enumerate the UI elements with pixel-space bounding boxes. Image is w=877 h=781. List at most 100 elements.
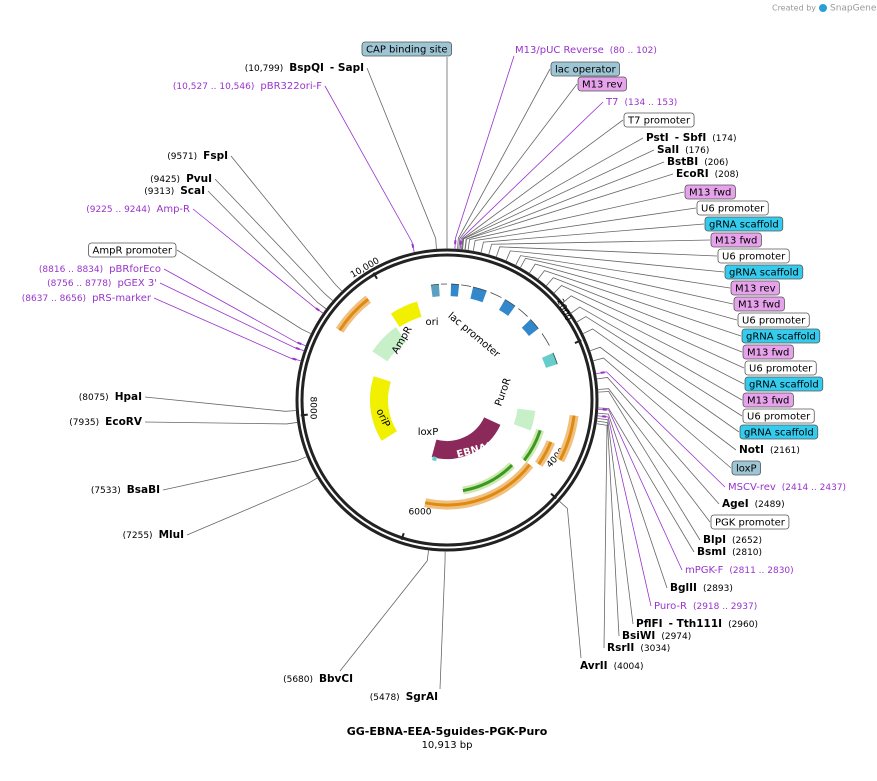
feature-name: loxP: [736, 464, 757, 475]
plasmid-name: GG-EBNA-EEA-5guides-PGK-Puro: [347, 725, 548, 738]
feature-arc: [541, 352, 558, 368]
feature-box: [741, 328, 821, 344]
feature-tag: gRNA scaffold: [741, 328, 821, 344]
feature-name: M13 fwd: [747, 396, 789, 407]
label-name: HpaI: [115, 391, 142, 403]
leader-line: [596, 420, 620, 637]
primer-tick: [600, 371, 605, 374]
feature-label: loxP: [418, 427, 439, 438]
feature-name: gRNA scaffold: [709, 220, 779, 231]
feature-tag: U6 promoter: [737, 312, 810, 328]
feature-box: [696, 200, 769, 216]
feature-arc: [462, 463, 514, 493]
leader-line: [488, 239, 711, 255]
feature-tag: M13 rev: [577, 76, 627, 92]
label-name: Amp-R: [157, 204, 191, 215]
feature-box: [704, 216, 784, 232]
feature-name: gRNA scaffold: [744, 428, 814, 439]
leader-line: [153, 297, 302, 362]
leader-line: [454, 55, 515, 250]
brand: SnapGene: [830, 4, 877, 14]
leader-line: [207, 190, 327, 310]
feature-outline: [541, 333, 550, 346]
label-name: MluI: [159, 529, 184, 541]
feature-tag: M13 fwd: [742, 392, 794, 408]
feature-tag: gRNA scaffold: [739, 424, 819, 440]
feature-arc: [513, 408, 536, 431]
feature-name: M13 rev: [582, 80, 623, 91]
label-position: (9225 .. 9244): [86, 205, 150, 215]
label-name: PstI: [646, 132, 669, 144]
label-name: AvrII: [580, 660, 608, 672]
label-position: (8637 .. 8656): [22, 294, 86, 304]
label-position: (2810): [732, 548, 762, 558]
enzyme-label: RsrII (3034): [607, 642, 670, 654]
feature-arc: [450, 284, 460, 297]
enzyme-label: (7533) BsaBI: [91, 484, 160, 496]
label-position: (7255): [123, 531, 153, 541]
plasmid-length: 10,913 bp: [422, 740, 473, 751]
primer-label: M13/pUC Reverse (80 .. 102): [515, 45, 657, 56]
credit: Created by: [772, 4, 816, 13]
enzyme-label: (7935) EcoRV: [69, 416, 143, 428]
label-name: EcoRV: [105, 416, 143, 428]
ruler-tick: [550, 492, 557, 500]
primer-tick: [411, 243, 415, 248]
feature-arc: [510, 308, 528, 326]
feature-outline: [430, 283, 439, 286]
enzyme-label: (5680) BbvCI: [283, 673, 353, 685]
feature-arc: [390, 301, 422, 328]
ruler-label: 2000: [554, 298, 573, 323]
label-name: PvuI: [186, 173, 212, 185]
leader-line: [596, 377, 720, 505]
leader-line: [162, 456, 308, 491]
feature-name: lac operator: [555, 65, 616, 76]
enzyme-label: BsmI (2810): [697, 546, 762, 558]
backbone-outer: [295, 248, 599, 552]
feature-box: [577, 76, 627, 92]
label-name: pBRforEco: [109, 264, 161, 275]
feature-name: U6 promoter: [701, 204, 765, 215]
enzyme-label: PflFI - Tth111I (2960): [636, 618, 758, 630]
leader-line: [186, 477, 318, 536]
feature-arc: [370, 376, 398, 441]
feature-arc: [338, 297, 370, 332]
leader-line: [230, 155, 343, 292]
feature-tag: U6 promoter: [744, 360, 817, 376]
label-name: BstBI: [667, 156, 698, 168]
feature-tag: gRNA scaffold: [704, 216, 784, 232]
feature-box: [742, 344, 794, 360]
feature-label: lac promoter: [446, 311, 503, 361]
feature-name: gRNA scaffold: [729, 268, 799, 279]
enzyme-label: (8075) HpaI: [79, 391, 142, 403]
enzyme-label: AvrII (4004): [580, 660, 644, 672]
feature-box: [361, 41, 452, 57]
label-name: NotI: [739, 444, 764, 456]
ruler-label: 6000: [409, 508, 432, 518]
label-name: BsaBI: [127, 484, 160, 496]
backbone-inner: [300, 253, 594, 547]
feature-arc: [430, 284, 440, 298]
feature-outline: [473, 286, 487, 292]
feature-outline: [490, 292, 502, 298]
feature-arc: [498, 299, 516, 316]
feature-tag: M13 fwd: [684, 184, 736, 200]
feature-arc: [521, 319, 539, 337]
label-position: (2161): [770, 446, 800, 456]
leader-line: [505, 250, 725, 273]
primer-label: Puro-R (2918 .. 2937): [654, 601, 757, 612]
feature-tag: gRNA scaffold: [724, 264, 804, 280]
leader-line: [457, 68, 551, 250]
feature-name: CAP binding site: [366, 45, 448, 56]
enzyme-label: (7255) MluI: [123, 529, 184, 541]
leader-line: [515, 255, 731, 289]
feature-arc: [432, 456, 437, 462]
leader-line: [576, 316, 743, 417]
feature-tag: T7 promoter: [623, 112, 695, 128]
leader-line: [324, 85, 415, 253]
primer-label: T7 (134 .. 153): [605, 97, 677, 108]
label-position: (206): [704, 158, 728, 168]
feature-tag: CAP binding site: [361, 41, 452, 57]
label-position: (7533): [91, 486, 121, 496]
leader-line: [597, 391, 701, 541]
